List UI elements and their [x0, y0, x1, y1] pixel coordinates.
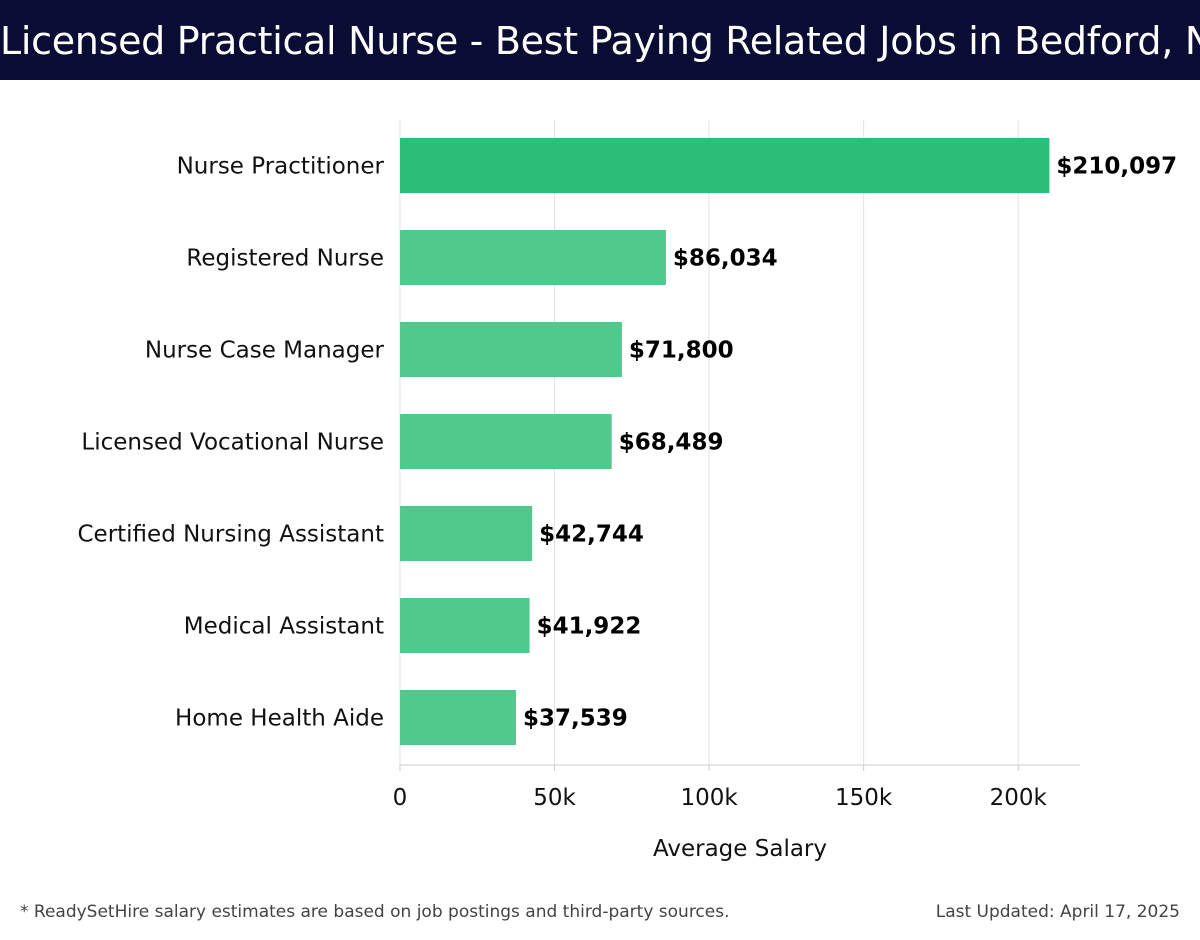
x-tick-label: 150k: [835, 785, 893, 811]
bar: [400, 506, 533, 561]
value-label: $37,539: [523, 706, 628, 732]
header-banner: Licensed Practical Nurse - Best Paying R…: [0, 0, 1200, 80]
category-label: Registered Nurse: [186, 246, 384, 272]
bar: [400, 690, 517, 745]
bar: [400, 598, 530, 653]
x-axis-title: Average Salary: [653, 836, 827, 862]
value-label: $42,744: [539, 522, 644, 548]
category-label: Nurse Practitioner: [177, 154, 385, 180]
x-tick-label: 200k: [990, 785, 1048, 811]
category-label: Home Health Aide: [175, 706, 384, 732]
x-tick-label: 100k: [680, 785, 738, 811]
value-label: $210,097: [1056, 154, 1177, 180]
category-label: Nurse Case Manager: [145, 338, 385, 364]
last-updated: Last Updated: April 17, 2025: [935, 902, 1180, 922]
value-label: $68,489: [619, 430, 724, 456]
salary-bar-chart: 0 50k 100k 150k 200k Average Salary Nurse Prac…: [77, 120, 1177, 862]
x-tick-label: 0: [393, 785, 408, 811]
value-label: $41,922: [537, 614, 642, 640]
category-label: Medical Assistant: [184, 614, 384, 640]
category-label: Certified Nursing Assistant: [77, 522, 384, 548]
page-title: Licensed Practical Nurse - Best Paying R…: [0, 19, 1200, 63]
x-tick-label: 50k: [533, 785, 576, 811]
value-label: $86,034: [673, 246, 778, 272]
bar: [400, 322, 622, 377]
value-label: $71,800: [629, 338, 734, 364]
category-label: Licensed Vocational Nurse: [81, 430, 384, 456]
bar: [400, 138, 1050, 193]
footnote: * ReadySetHire salary estimates are base…: [20, 902, 730, 922]
bar: [400, 414, 612, 469]
bar: [400, 230, 666, 285]
